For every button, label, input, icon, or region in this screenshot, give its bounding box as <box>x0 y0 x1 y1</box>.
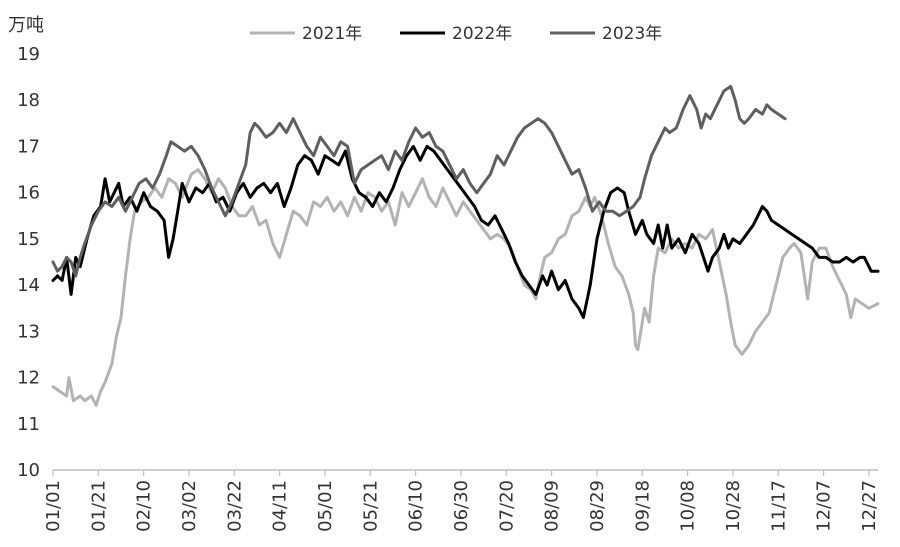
x-tick-label: 10/08 <box>678 480 699 532</box>
x-tick-label: 03/22 <box>224 480 245 532</box>
x-tick-label: 12/27 <box>859 480 880 532</box>
y-tick-label: 11 <box>17 414 40 435</box>
series-line-2022年 <box>51 144 880 319</box>
x-tick-label: 06/30 <box>451 480 472 532</box>
y-tick-label: 19 <box>17 44 40 65</box>
y-tick-label: 10 <box>17 460 40 481</box>
legend-label: 2021年 <box>302 24 362 44</box>
x-tick-label: 08/09 <box>542 480 563 532</box>
x-tick-label: 09/18 <box>632 480 653 532</box>
legend: 2021年 2022年 2023年 <box>250 24 662 44</box>
x-tick-label: 12/07 <box>814 480 835 532</box>
x-tick-label: 01/21 <box>88 480 109 532</box>
x-tick-label: 02/10 <box>134 480 155 532</box>
x-tick-label: 05/01 <box>315 480 336 532</box>
y-axis: 10 11 12 13 14 15 16 17 18 19 <box>17 44 40 481</box>
x-tick-label: 06/10 <box>406 480 427 532</box>
y-tick-label: 14 <box>17 275 40 296</box>
x-tick-label: 04/11 <box>270 480 291 532</box>
x-tick-label: 07/20 <box>496 480 517 532</box>
x-tick-label: 08/29 <box>587 480 608 532</box>
y-axis-unit-label: 万吨 <box>8 15 44 36</box>
legend-label: 2023年 <box>602 24 662 44</box>
y-tick-label: 15 <box>17 229 40 250</box>
series-line-2021年 <box>51 168 880 407</box>
y-tick-label: 17 <box>17 136 40 157</box>
y-tick-label: 18 <box>17 90 40 111</box>
x-tick-label: 11/17 <box>768 480 789 532</box>
y-tick-label: 16 <box>17 183 40 204</box>
x-tick-label: 03/02 <box>179 480 200 532</box>
x-tick-label: 05/21 <box>360 480 381 532</box>
legend-label: 2022年 <box>452 24 512 44</box>
y-tick-label: 12 <box>17 368 40 389</box>
x-tick-label: 10/28 <box>723 480 744 532</box>
plot-area <box>51 84 880 407</box>
y-tick-label: 13 <box>17 321 40 342</box>
series-line-2023年 <box>51 84 787 278</box>
x-tick-label: 01/01 <box>43 480 64 532</box>
x-axis: 01/01 01/21 02/10 03/02 03/22 04/11 05/01 05/21… <box>43 469 880 532</box>
